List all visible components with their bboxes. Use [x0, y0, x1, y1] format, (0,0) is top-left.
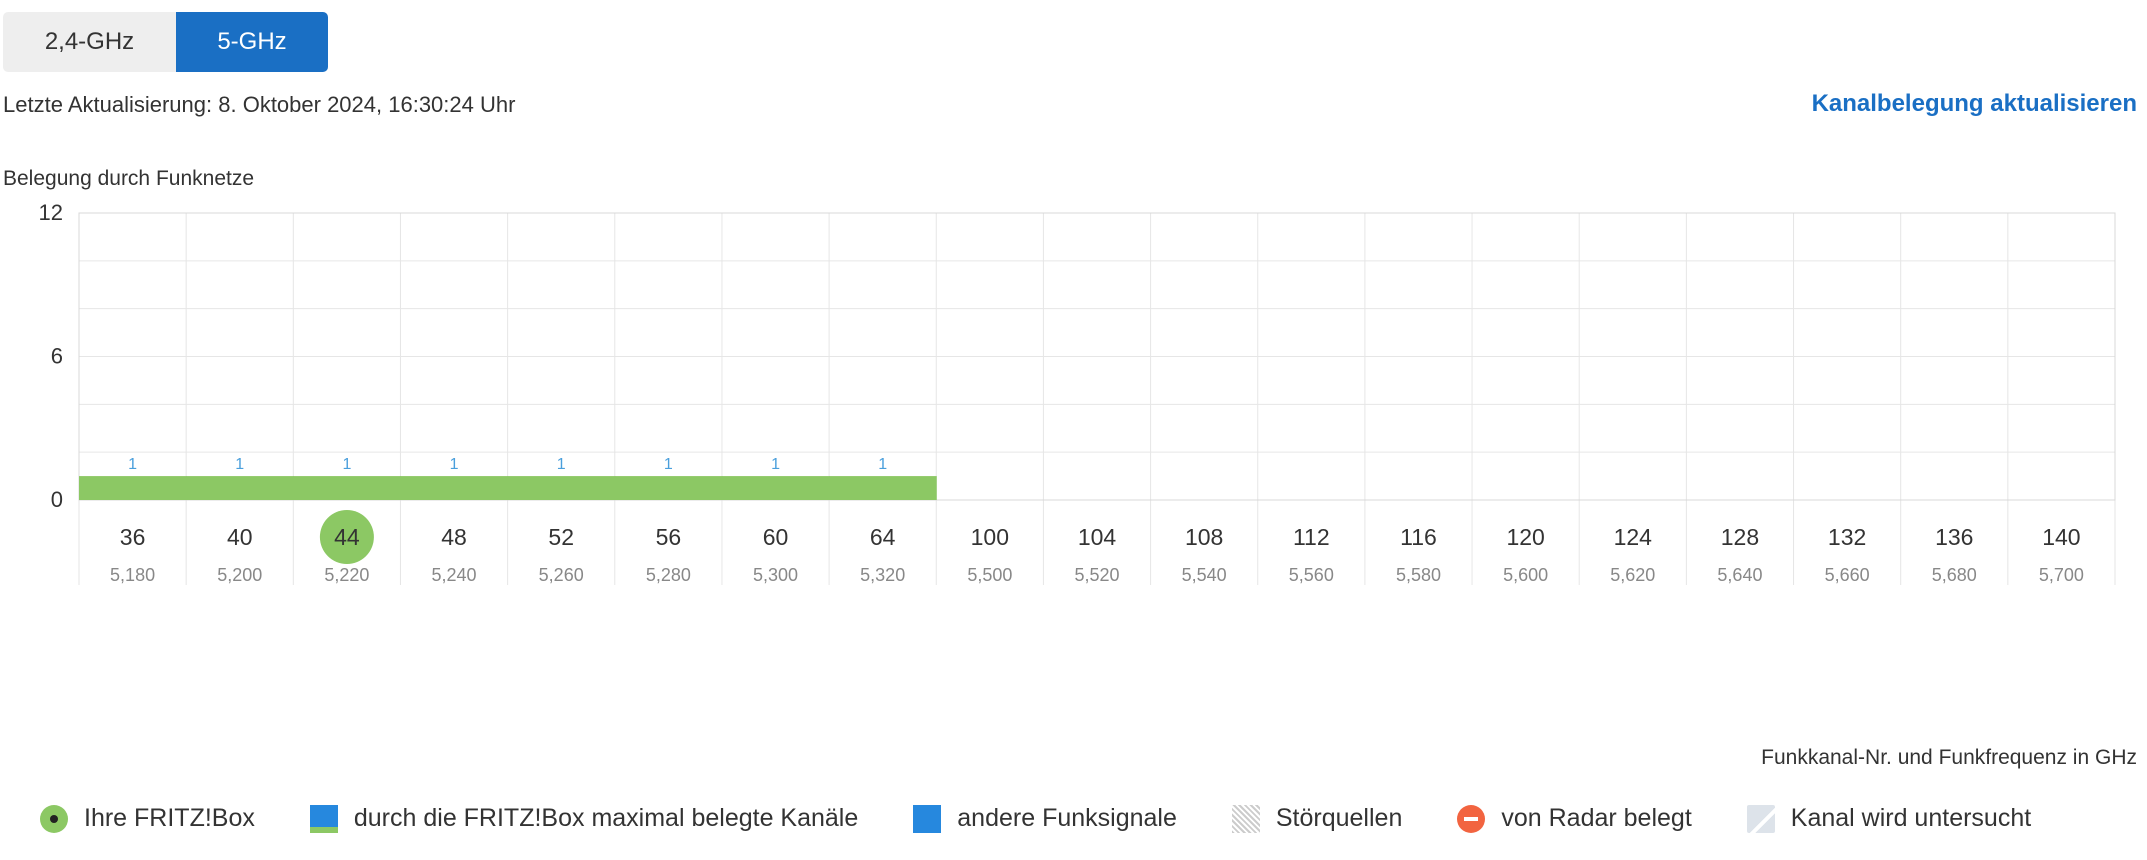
frequency-label: 5,200: [217, 565, 262, 585]
legend-item-other-signals: andere Funksignale: [913, 804, 1177, 833]
channel-label: 44: [334, 524, 360, 550]
frequency-label: 5,280: [646, 565, 691, 585]
tab-2-4-ghz[interactable]: 2,4-GHz: [3, 12, 176, 72]
y-tick-label: 6: [51, 344, 63, 369]
frequency-label: 5,500: [967, 565, 1012, 585]
y-tick-label: 12: [39, 200, 63, 225]
frequency-label: 5,560: [1289, 565, 1334, 585]
legend-item-interference: Störquellen: [1231, 804, 1403, 833]
channel-label: 136: [1935, 524, 1973, 550]
y-tick-label: 0: [51, 487, 63, 512]
channel-label: 48: [441, 524, 467, 550]
frequency-label: 5,600: [1503, 565, 1548, 585]
frequency-label: 5,640: [1717, 565, 1762, 585]
max-channels-icon: [309, 804, 338, 833]
channel-label: 112: [1293, 524, 1330, 550]
frequency-label: 5,540: [1182, 565, 1227, 585]
channel-label: 104: [1078, 524, 1117, 550]
channel-label: 36: [120, 524, 146, 550]
frequency-label: 5,580: [1396, 565, 1441, 585]
interference-icon: [1231, 804, 1260, 833]
channel-scan-icon: [1746, 804, 1775, 833]
frequency-label: 5,680: [1932, 565, 1977, 585]
frequency-label: 5,300: [753, 565, 798, 585]
legend-label: andere Funksignale: [957, 804, 1177, 832]
channel-label: 52: [548, 524, 574, 550]
occupancy-bar: [721, 476, 830, 500]
refresh-channel-link[interactable]: Kanalbelegung aktualisieren: [1811, 90, 2137, 117]
value-label: 1: [342, 456, 351, 473]
legend-item-radar: von Radar belegt: [1457, 804, 1692, 833]
tab-5-ghz[interactable]: 5-GHz: [176, 12, 328, 72]
value-label: 1: [771, 456, 780, 473]
legend-label: durch die FRITZ!Box maximal belegte Kanä…: [353, 804, 859, 832]
band-tabs: 2,4-GHz 5-GHz: [3, 12, 328, 72]
frequency-label: 5,180: [110, 565, 155, 585]
channel-label: 40: [227, 524, 253, 550]
last-update-text: Letzte Aktualisierung: 8. Oktober 2024, …: [3, 92, 516, 117]
legend-label: Ihre FRITZ!Box: [84, 804, 255, 832]
frequency-label: 5,700: [2039, 565, 2084, 585]
channel-label: 100: [971, 524, 1009, 550]
legend-label: Kanal wird untersucht: [1790, 804, 2032, 832]
channel-label: 132: [1828, 524, 1866, 550]
radar-icon: [1457, 804, 1486, 833]
channel-label: 60: [763, 524, 789, 550]
value-label: 1: [128, 456, 137, 473]
legend-item-channel-scan: Kanal wird untersucht: [1746, 804, 2032, 833]
value-label: 1: [450, 456, 459, 473]
value-label: 1: [878, 456, 887, 473]
axis-caption: Funkkanal-Nr. und Funkfrequenz in GHz: [1761, 746, 2137, 769]
channel-label: 108: [1185, 524, 1223, 550]
value-label: 1: [557, 456, 566, 473]
frequency-label: 5,240: [432, 565, 477, 585]
occupancy-bar: [400, 476, 509, 500]
occupancy-bar: [79, 476, 187, 500]
channel-label: 64: [870, 524, 896, 550]
frequency-label: 5,260: [539, 565, 584, 585]
channel-label: 140: [2042, 524, 2080, 550]
value-label: 1: [235, 456, 244, 473]
legend-item-max-channels: durch die FRITZ!Box maximal belegte Kanä…: [309, 804, 859, 833]
value-label: 1: [664, 456, 673, 473]
channel-label: 120: [1506, 524, 1544, 550]
frequency-label: 5,220: [324, 565, 369, 585]
occupancy-bar: [186, 476, 294, 500]
occupancy-bar: [507, 476, 616, 500]
other-signals-icon: [913, 804, 942, 833]
channel-label: 116: [1400, 524, 1437, 550]
channel-label: 128: [1721, 524, 1759, 550]
frequency-label: 5,520: [1074, 565, 1119, 585]
legend-label: Störquellen: [1275, 804, 1403, 832]
occupancy-bar: [614, 476, 723, 500]
legend: Ihre FRITZ!Box durch die FRITZ!Box maxim…: [40, 804, 2086, 833]
legend-label: von Radar belegt: [1501, 804, 1692, 832]
fritzbox-dot-icon: [40, 804, 68, 833]
chart-title: Belegung durch Funknetze: [3, 167, 255, 190]
frequency-label: 5,320: [860, 565, 905, 585]
legend-item-fritzbox: Ihre FRITZ!Box: [40, 804, 255, 833]
occupancy-bar: [829, 476, 937, 500]
frequency-label: 5,620: [1610, 565, 1655, 585]
occupancy-bar: [293, 476, 401, 500]
plot-frame: [78, 212, 2116, 501]
channel-label: 56: [656, 524, 682, 550]
fritzbox-channel-marker: [319, 510, 374, 564]
frequency-label: 5,660: [1825, 565, 1870, 585]
channel-label: 124: [1614, 524, 1653, 550]
